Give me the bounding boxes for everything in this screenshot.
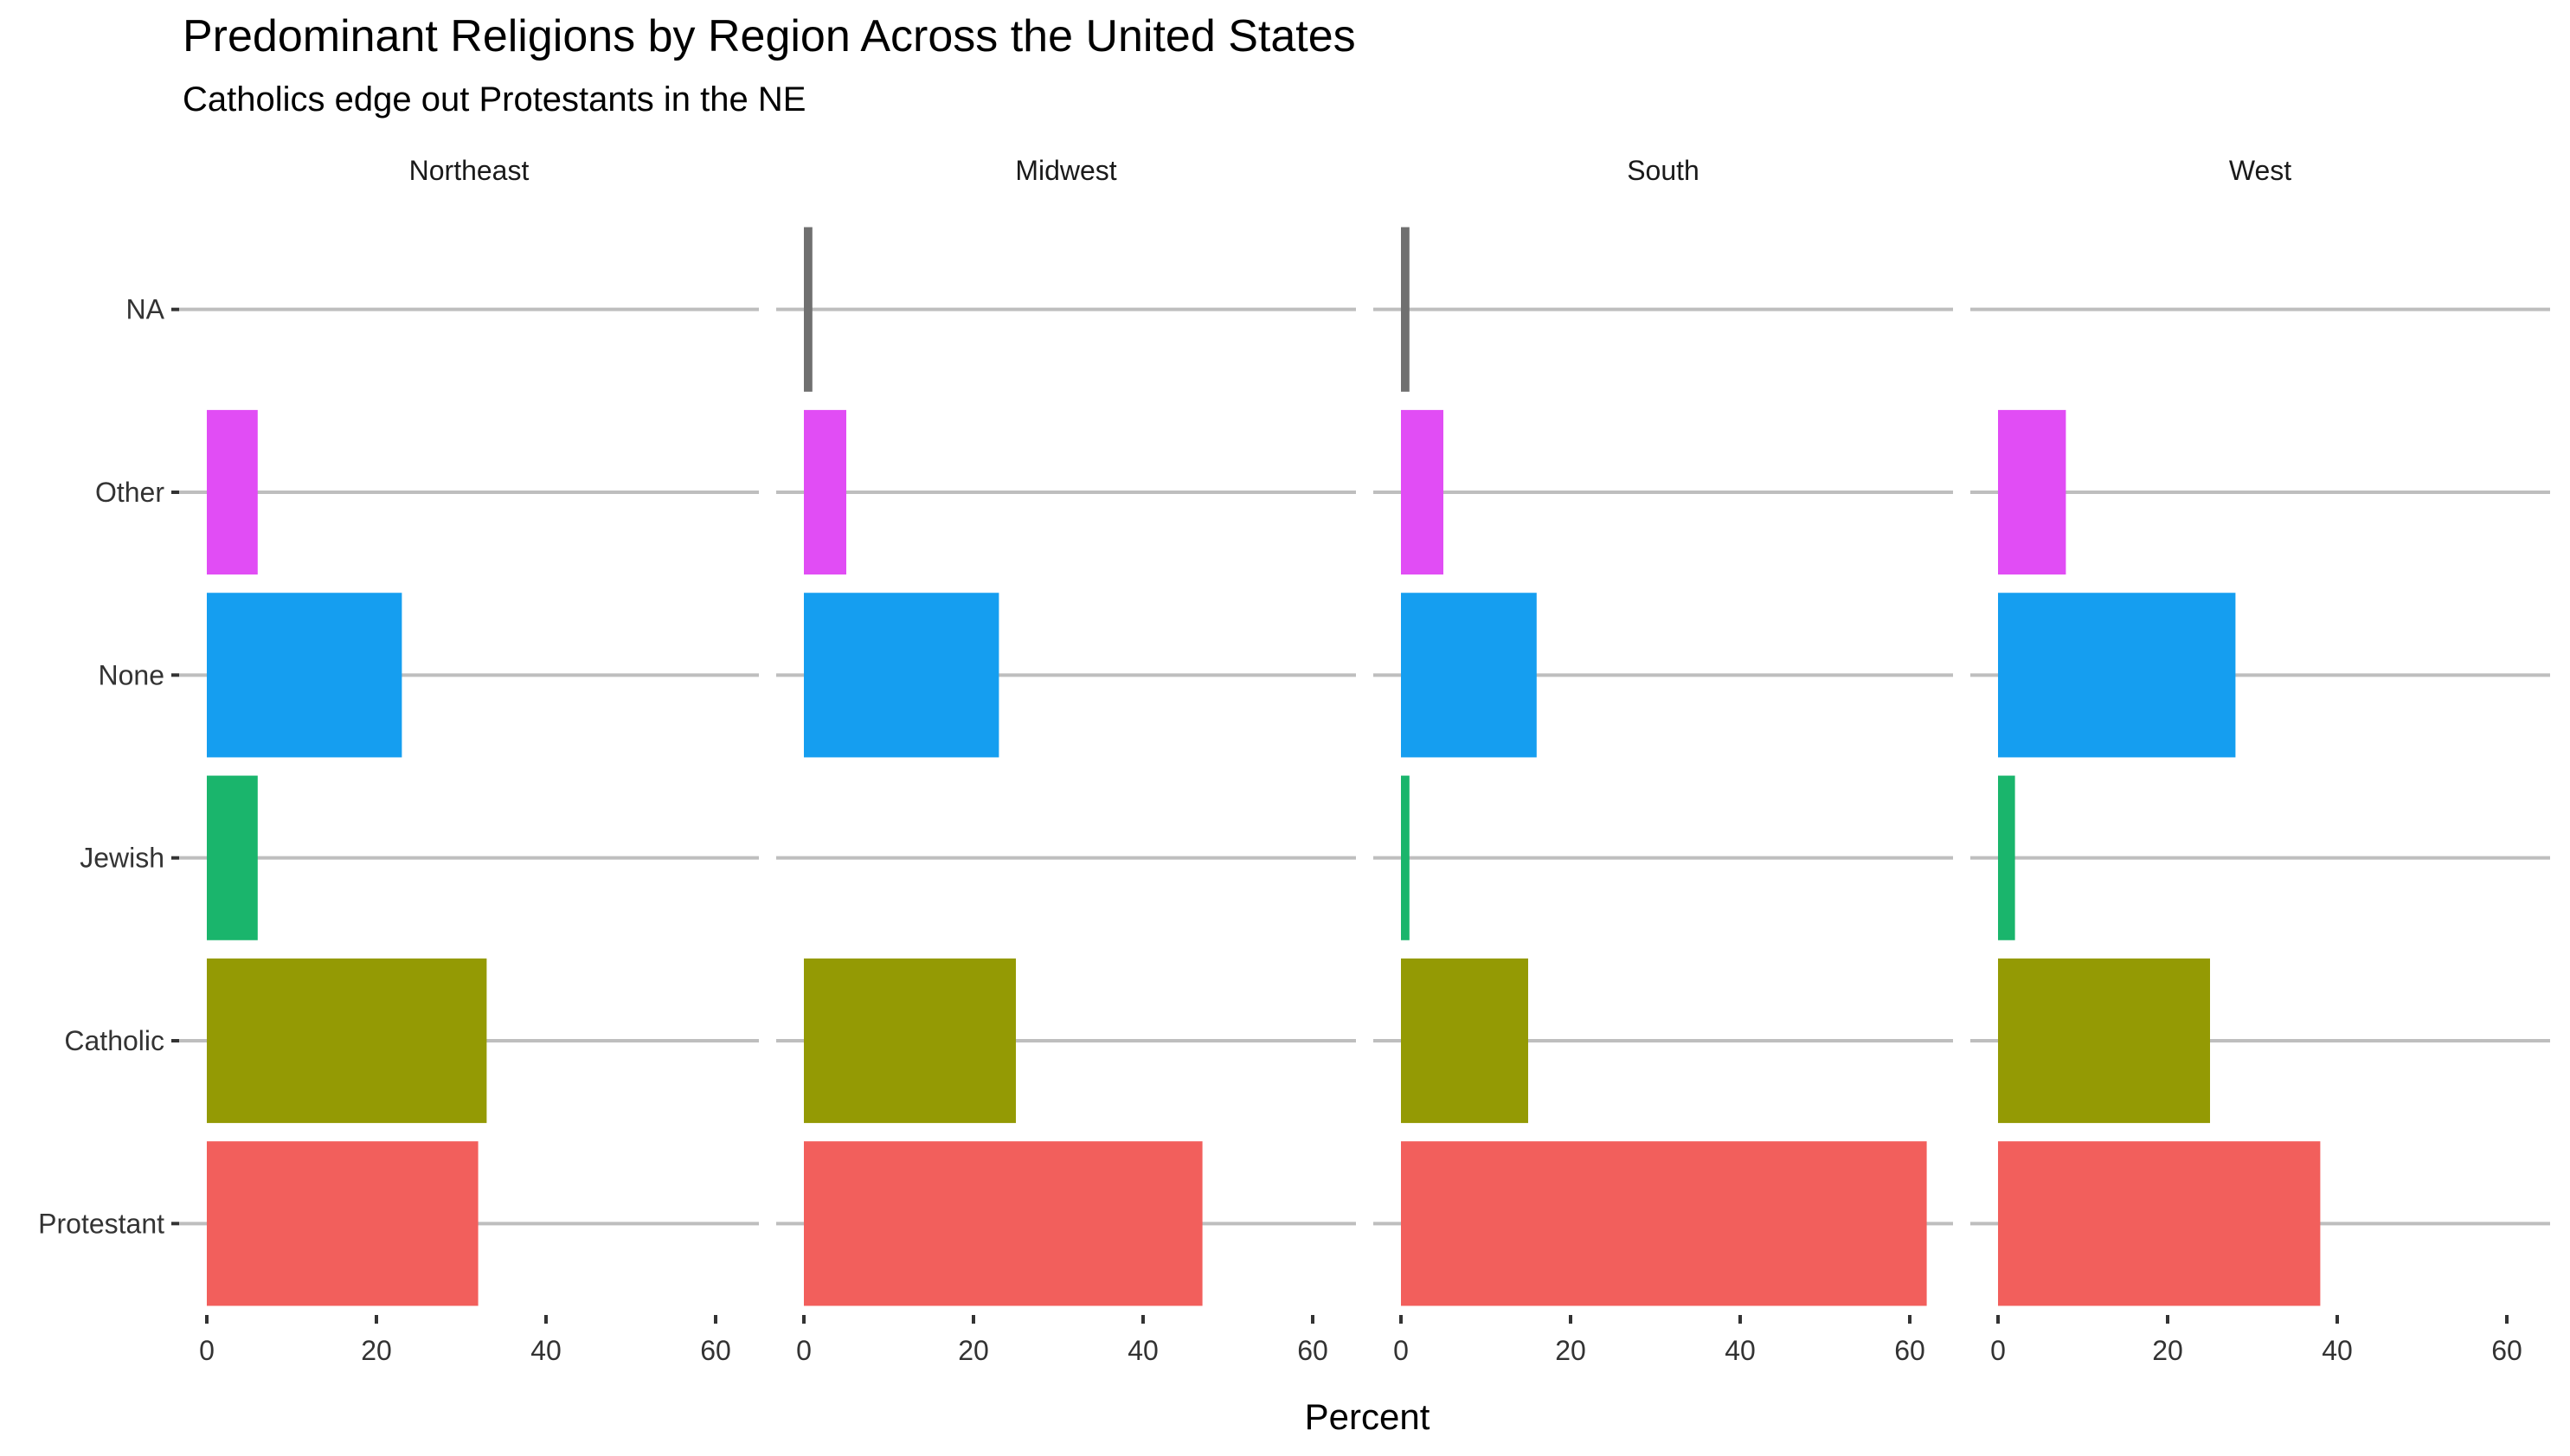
x-tick-label-south-20: 20 — [1555, 1335, 1586, 1366]
chart-subtitle: Catholics edge out Protestants in the NE — [183, 80, 806, 119]
bar-west-catholic — [1998, 958, 2210, 1124]
bar-west-protestant — [1998, 1141, 2321, 1306]
y-tick-label-catholic: Catholic — [64, 1025, 164, 1056]
strip-label-midwest: Midwest — [1015, 155, 1116, 186]
bar-midwest-none — [804, 593, 999, 758]
y-tick-label-na: NA — [126, 294, 165, 325]
x-tick-label-northeast-60: 60 — [700, 1335, 731, 1366]
chart-title: Predominant Religions by Region Across t… — [183, 11, 1356, 61]
x-tick-label-west-0: 0 — [1990, 1335, 2006, 1366]
x-tick-label-west-60: 60 — [2491, 1335, 2522, 1366]
bar-south-jewish — [1401, 775, 1410, 940]
x-tick-label-south-40: 40 — [1725, 1335, 1756, 1366]
bar-west-jewish — [1998, 775, 2015, 940]
bar-south-na — [1401, 227, 1410, 392]
x-tick-label-west-20: 20 — [2152, 1335, 2183, 1366]
x-tick-label-northeast-0: 0 — [199, 1335, 215, 1366]
x-tick-label-midwest-40: 40 — [1128, 1335, 1159, 1366]
x-tick-label-northeast-20: 20 — [361, 1335, 392, 1366]
panel-midwest: Midwest 0 20 40 60 — [776, 155, 1356, 1366]
x-tick-label-midwest-20: 20 — [958, 1335, 989, 1366]
x-tick-label-south-0: 0 — [1393, 1335, 1409, 1366]
bar-midwest-protestant — [804, 1141, 1203, 1306]
bar-midwest-na — [804, 227, 813, 392]
y-tick-label-other: Other — [95, 477, 164, 508]
x-tick-label-west-40: 40 — [2322, 1335, 2353, 1366]
facet-panels: Northeast 0 20 40 60 Midwest 0 20 40 60 South 0 20 40… — [179, 155, 2550, 1366]
panel-west: West 0 20 40 60 — [1970, 155, 2550, 1366]
bar-northeast-other — [207, 409, 258, 575]
bar-south-none — [1401, 593, 1537, 758]
x-axis-title: Percent — [1305, 1396, 1430, 1437]
bar-west-none — [1998, 593, 2236, 758]
bar-midwest-catholic — [804, 958, 1016, 1124]
y-tick-label-none: None — [99, 659, 165, 690]
strip-label-south: South — [1627, 155, 1699, 186]
panel-south: South 0 20 40 60 — [1373, 155, 1953, 1366]
bar-west-other — [1998, 409, 2066, 575]
x-tick-label-south-60: 60 — [1894, 1335, 1925, 1366]
bar-south-protestant — [1401, 1141, 1927, 1306]
x-tick-label-northeast-40: 40 — [530, 1335, 562, 1366]
panel-northeast: Northeast 0 20 40 60 — [179, 155, 759, 1366]
strip-label-west: West — [2229, 155, 2291, 186]
y-axis: NA Other None Jewish Catholic Protestant — [38, 294, 179, 1239]
bar-south-catholic — [1401, 958, 1528, 1124]
bar-northeast-jewish — [207, 775, 258, 940]
bar-northeast-protestant — [207, 1141, 479, 1306]
x-tick-label-midwest-0: 0 — [796, 1335, 812, 1366]
strip-label-northeast: Northeast — [409, 155, 530, 186]
bar-south-other — [1401, 409, 1443, 575]
y-tick-label-protestant: Protestant — [38, 1208, 164, 1239]
y-tick-label-jewish: Jewish — [80, 843, 164, 874]
bar-northeast-catholic — [207, 958, 487, 1124]
x-tick-label-midwest-60: 60 — [1297, 1335, 1328, 1366]
bar-northeast-none — [207, 593, 402, 758]
bar-midwest-other — [804, 409, 846, 575]
